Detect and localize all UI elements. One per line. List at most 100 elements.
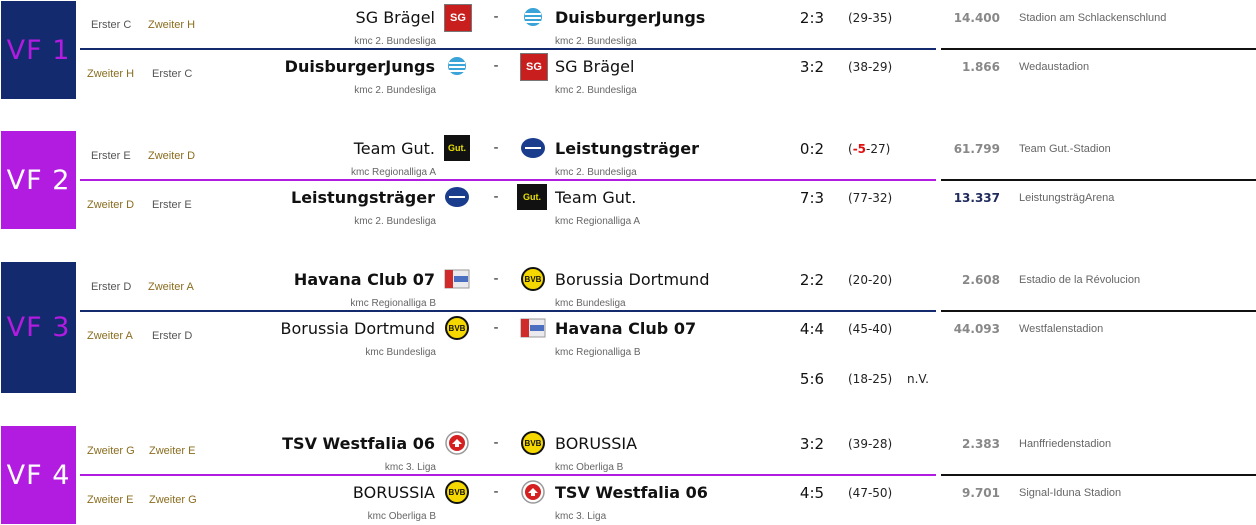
qualifier-right: Zweiter H — [148, 19, 196, 31]
score: 4:5 — [799, 484, 825, 502]
home-team[interactable]: Leistungsträger — [291, 188, 435, 207]
sub-score: (77-32) — [848, 191, 893, 205]
bvb-logo-icon: BVB — [520, 266, 546, 292]
qualifier-left: Erster D — [91, 281, 132, 293]
home-league: kmc Bundesliga — [365, 347, 436, 358]
vf3-divider — [80, 310, 936, 312]
attendance: 2.383 — [962, 437, 1000, 451]
extra-time-sub-score: (18-25) — [848, 372, 893, 386]
vf2-divider-right — [941, 179, 1256, 181]
versus-dash: - — [493, 58, 499, 74]
home-league: kmc 2. Bundesliga — [354, 36, 436, 47]
attendance: 13.337 — [953, 191, 1000, 205]
versus-dash: - — [493, 435, 499, 451]
sg-logo-icon: SG — [444, 4, 472, 32]
home-team[interactable]: TSV Westfalia 06 — [282, 434, 435, 453]
home-league: kmc 2. Bundesliga — [354, 216, 436, 227]
attendance: 2.608 — [962, 273, 1000, 287]
duisburg-logo-icon — [444, 53, 470, 79]
bvb-logo-icon: BVB — [444, 479, 470, 505]
home-league: kmc Regionalliga B — [350, 298, 436, 309]
away-team[interactable]: BORUSSIA — [555, 434, 638, 453]
svg-text:BVB: BVB — [449, 488, 466, 497]
westfalia-logo-icon — [520, 479, 546, 505]
stadium: Team Gut.-Stadion — [1019, 143, 1111, 155]
havana-logo-icon — [520, 315, 546, 341]
stadium: Hanffriedenstadion — [1019, 438, 1112, 450]
qualifier-left: Zweiter E — [87, 494, 134, 506]
vf4-label-block: VF 4 — [1, 426, 76, 524]
qualifier-left: Erster C — [91, 19, 132, 31]
qualifier-left: Zweiter H — [87, 68, 135, 80]
home-team[interactable]: Havana Club 07 — [293, 270, 435, 289]
home-league: kmc Oberliga B — [367, 511, 436, 522]
away-team[interactable]: DuisburgerJungs — [555, 8, 706, 27]
westfalia-logo-icon — [444, 430, 470, 456]
qualifier-right: Zweiter G — [149, 494, 197, 506]
home-team[interactable]: DuisburgerJungs — [284, 57, 435, 76]
svg-text:BVB: BVB — [525, 275, 542, 284]
sub-score: (47-50) — [848, 486, 893, 500]
sub-score-pre: ( — [848, 142, 853, 156]
away-league: kmc 3. Liga — [555, 511, 607, 522]
duisburg-logo-icon — [520, 4, 546, 30]
havana-logo-icon — [444, 266, 470, 292]
extra-time-score: 5:6 — [799, 370, 825, 388]
qualifier-left: Zweiter D — [87, 199, 135, 211]
versus-dash: - — [493, 320, 499, 336]
svg-text:BVB: BVB — [449, 324, 466, 333]
vf2-label-block: VF 2 — [1, 131, 76, 229]
home-team[interactable]: SG Brägel — [355, 8, 435, 27]
vf4-divider-right — [941, 474, 1256, 476]
vf2-divider — [80, 179, 936, 181]
leistung-logo-icon — [520, 135, 546, 161]
sub-score-negative: -5 — [852, 142, 867, 156]
qualifier-right: Zweiter D — [148, 150, 196, 162]
gut-logo-icon: Gut. — [517, 184, 547, 210]
home-league: kmc 3. Liga — [384, 462, 436, 473]
vf4-label: VF 4 — [6, 459, 71, 491]
sub-score: (38-29) — [848, 60, 893, 74]
attendance: 61.799 — [953, 142, 1000, 156]
vf1-label-block: VF 1 — [1, 1, 76, 99]
gut-logo-icon: Gut. — [444, 135, 470, 161]
attendance: 44.093 — [953, 322, 1000, 336]
vf1-divider — [80, 48, 936, 50]
away-team[interactable]: Leistungsträger — [555, 139, 699, 158]
qualifier-right: Zweiter A — [148, 281, 194, 293]
stadium: Signal-Iduna Stadion — [1019, 487, 1122, 499]
versus-dash: - — [493, 9, 499, 25]
attendance: 1.866 — [962, 60, 1000, 74]
away-team[interactable]: Team Gut. — [555, 188, 637, 207]
away-team[interactable]: SG Brägel — [555, 57, 635, 76]
attendance: 14.400 — [953, 11, 1000, 25]
svg-text:BVB: BVB — [525, 439, 542, 448]
home-team[interactable]: Borussia Dortmund — [280, 319, 435, 338]
qualifier-right: Erster C — [152, 68, 193, 80]
versus-dash: - — [493, 140, 499, 156]
stadium: Westfalenstadion — [1019, 323, 1104, 335]
qualifier-right: Erster D — [152, 330, 193, 342]
away-team[interactable]: Borussia Dortmund — [555, 270, 710, 289]
qualifier-left: Zweiter G — [87, 445, 135, 457]
home-team[interactable]: BORUSSIA — [352, 483, 435, 502]
stadium: Wedaustadion — [1019, 61, 1090, 73]
stadium: Estadio de la Révolucion — [1019, 274, 1141, 286]
score: 0:2 — [799, 140, 825, 158]
stadium: LeistungsträgArena — [1019, 192, 1115, 204]
vf2-label: VF 2 — [6, 164, 71, 196]
sub-score: (20-20) — [848, 273, 893, 287]
stadium: Stadion am Schlackenschlund — [1019, 12, 1167, 24]
away-team[interactable]: TSV Westfalia 06 — [555, 483, 708, 502]
extra-time-note: n.V. — [907, 372, 929, 386]
score: 7:3 — [799, 189, 825, 207]
sub-score: (45-40) — [848, 322, 893, 336]
away-team[interactable]: Havana Club 07 — [555, 319, 697, 338]
home-team[interactable]: Team Gut. — [353, 139, 435, 158]
attendance: 9.701 — [962, 486, 1000, 500]
sub-score-post: -27) — [866, 142, 891, 156]
sg-logo-icon: SG — [520, 53, 548, 81]
versus-dash: - — [493, 189, 499, 205]
versus-dash: - — [493, 271, 499, 287]
versus-dash: - — [493, 484, 499, 500]
